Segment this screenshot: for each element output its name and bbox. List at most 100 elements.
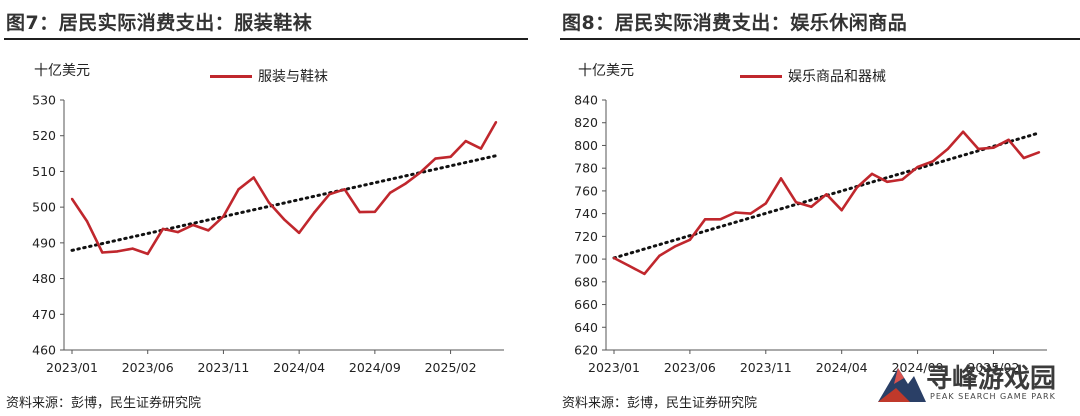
- x-tick-label: 2023/06: [664, 360, 716, 375]
- line-chart: 460 470 480 490 500 510 520 530 2023/01 2023/06 20…: [32, 93, 504, 375]
- data-point: [267, 201, 271, 204]
- x-tick-label: 2025/02: [967, 360, 1019, 375]
- data-point: [719, 218, 722, 221]
- x-tick-label: 2025/02: [425, 360, 477, 375]
- chart-panel-recreation: 图8：居民实际消费支出：娱乐休闲商品 十亿美元 娱乐商品和器械 620 640 66…: [556, 0, 1080, 416]
- y-tick-label: 500: [32, 200, 56, 215]
- data-point: [494, 120, 498, 124]
- data-point: [373, 210, 377, 213]
- data-point: [734, 211, 737, 214]
- title-divider: [4, 38, 528, 40]
- y-tick-label: 620: [574, 343, 598, 358]
- figure-title: 图8：居民实际消费支出：娱乐休闲商品: [562, 12, 908, 34]
- data-point: [961, 130, 965, 134]
- data-point: [931, 160, 934, 163]
- x-tick-label: 2023/01: [588, 360, 640, 375]
- data-point: [131, 247, 134, 250]
- data-point: [688, 238, 692, 241]
- data-point: [419, 171, 422, 174]
- data-point: [946, 147, 950, 151]
- data-point: [388, 191, 392, 195]
- data-point: [85, 220, 89, 223]
- data-point: [70, 197, 74, 201]
- data-point: [479, 147, 483, 150]
- data-point: [161, 227, 165, 231]
- legend-label: 服装与鞋袜: [258, 69, 328, 85]
- data-point: [297, 231, 301, 235]
- y-tick-label: 470: [32, 307, 56, 322]
- y-tick-label: 760: [574, 183, 598, 198]
- x-tick-label: 2023/11: [740, 360, 792, 375]
- data-point: [1022, 156, 1026, 160]
- data-point: [779, 177, 783, 180]
- y-tick-label: 510: [32, 164, 56, 179]
- data-point: [764, 202, 767, 205]
- x-tick-label: 2023/11: [197, 360, 249, 375]
- y-tick-label: 660: [574, 297, 598, 312]
- x-tick-label: 2024/04: [273, 360, 325, 375]
- y-tick-label: 740: [574, 206, 598, 221]
- legend-label: 娱乐商品和器械: [788, 69, 886, 85]
- data-point: [870, 172, 874, 176]
- data-point: [403, 182, 407, 186]
- data-point: [1007, 138, 1010, 141]
- x-tick-label: 2023/06: [122, 360, 174, 375]
- legend: 服装与鞋袜: [210, 66, 328, 86]
- y-unit-label: 十亿美元: [34, 63, 90, 79]
- data-point: [703, 218, 707, 221]
- y-tick-label: 480: [32, 271, 56, 286]
- data-point: [343, 188, 346, 191]
- data-point: [328, 193, 331, 196]
- data-point: [101, 251, 104, 254]
- data-point: [449, 155, 452, 158]
- data-point: [810, 205, 813, 209]
- y-tick-label: 800: [574, 138, 598, 153]
- legend: 娱乐商品和器械: [740, 66, 886, 86]
- line-chart: 620 640 660 680 700 720 740 760 780 800 820 840 2023…: [574, 93, 1047, 375]
- y-tick-label: 520: [32, 128, 56, 143]
- data-point: [146, 252, 149, 256]
- data-point: [313, 211, 316, 214]
- data-point: [116, 250, 119, 253]
- y-tick-label: 700: [574, 252, 598, 267]
- data-point: [237, 188, 240, 191]
- series-line: [70, 121, 498, 256]
- source-note: 资料来源：彭博，民生证券研究院: [6, 396, 202, 411]
- watermark-logo: 寻峰游戏园 PEAK SEARCH GAME PARK: [876, 358, 1076, 410]
- data-point: [358, 210, 361, 214]
- chart-panel-apparel: 图7：居民实际消费支出：服装鞋袜 十亿美元 服装与鞋袜 460 470 480 490…: [0, 0, 532, 416]
- y-tick-label: 780: [574, 161, 598, 176]
- y-tick-label: 680: [574, 274, 598, 289]
- x-tick-label: 2024/09: [892, 360, 944, 375]
- title-divider: [560, 38, 1080, 40]
- y-tick-label: 640: [574, 320, 598, 335]
- watermark-subtitle: PEAK SEARCH GAME PARK: [930, 392, 1056, 401]
- data-point: [207, 229, 210, 232]
- data-point: [191, 223, 195, 227]
- data-point: [855, 186, 859, 189]
- data-point: [643, 272, 646, 276]
- legend-swatch: [210, 74, 252, 78]
- y-tick-label: 460: [32, 343, 56, 358]
- y-tick-label: 720: [574, 229, 598, 244]
- data-point: [1037, 151, 1041, 154]
- trend-line: [70, 154, 498, 252]
- x-tick-label: 2023/01: [46, 360, 98, 375]
- data-point: [901, 178, 904, 181]
- data-point: [176, 230, 180, 234]
- y-tick-label: 820: [574, 115, 598, 130]
- x-tick-label: 2024/09: [349, 360, 401, 375]
- y-unit-label: 十亿美元: [578, 63, 634, 79]
- x-tick-label: 2024/04: [816, 360, 868, 375]
- source-note: 资料来源：彭博，民生证券研究院: [562, 396, 758, 411]
- data-point: [886, 180, 889, 184]
- data-point: [992, 146, 995, 149]
- data-point: [464, 139, 467, 143]
- y-tick-label: 840: [574, 93, 598, 108]
- series-line: [613, 130, 1040, 276]
- data-point: [794, 201, 798, 204]
- data-point: [612, 256, 616, 260]
- data-point: [658, 254, 661, 257]
- mountain-icon: [878, 368, 926, 402]
- watermark-title: 寻峰游戏园: [926, 364, 1057, 394]
